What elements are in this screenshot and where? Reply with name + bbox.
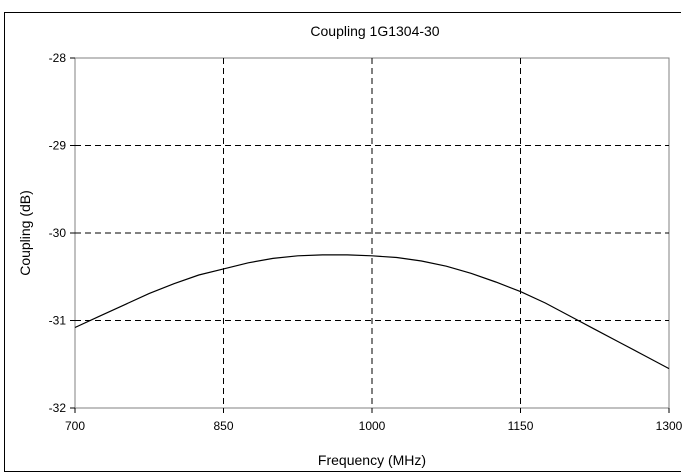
y-tick-label-3: -31 <box>49 314 67 328</box>
y-tick-label-4: -32 <box>49 401 67 415</box>
y-axis-label: Coupling (dB) <box>17 190 33 276</box>
grid-lines <box>75 58 669 408</box>
chart-frame <box>4 12 681 472</box>
x-tick-label-1: 850 <box>213 419 233 433</box>
y-axis-ticks: -28 -29 -30 -31 -32 <box>49 51 75 415</box>
y-tick-label-1: -29 <box>49 139 67 153</box>
chart-title: Coupling 1G1304-30 <box>310 23 439 39</box>
y-tick-label-0: -28 <box>49 51 67 65</box>
x-tick-label-2: 1000 <box>359 419 386 433</box>
x-tick-label-3: 1150 <box>508 419 534 433</box>
series-line-0 <box>74 254 670 370</box>
y-tick-label-2: -30 <box>49 226 67 240</box>
series-layer <box>74 254 670 370</box>
x-tick-label-4: 1300 <box>656 419 683 433</box>
x-tick-label-0: 700 <box>65 419 85 433</box>
x-axis-label: Frequency (MHz) <box>318 452 426 468</box>
x-axis-ticks: 700 850 1000 1150 1300 <box>65 408 683 433</box>
